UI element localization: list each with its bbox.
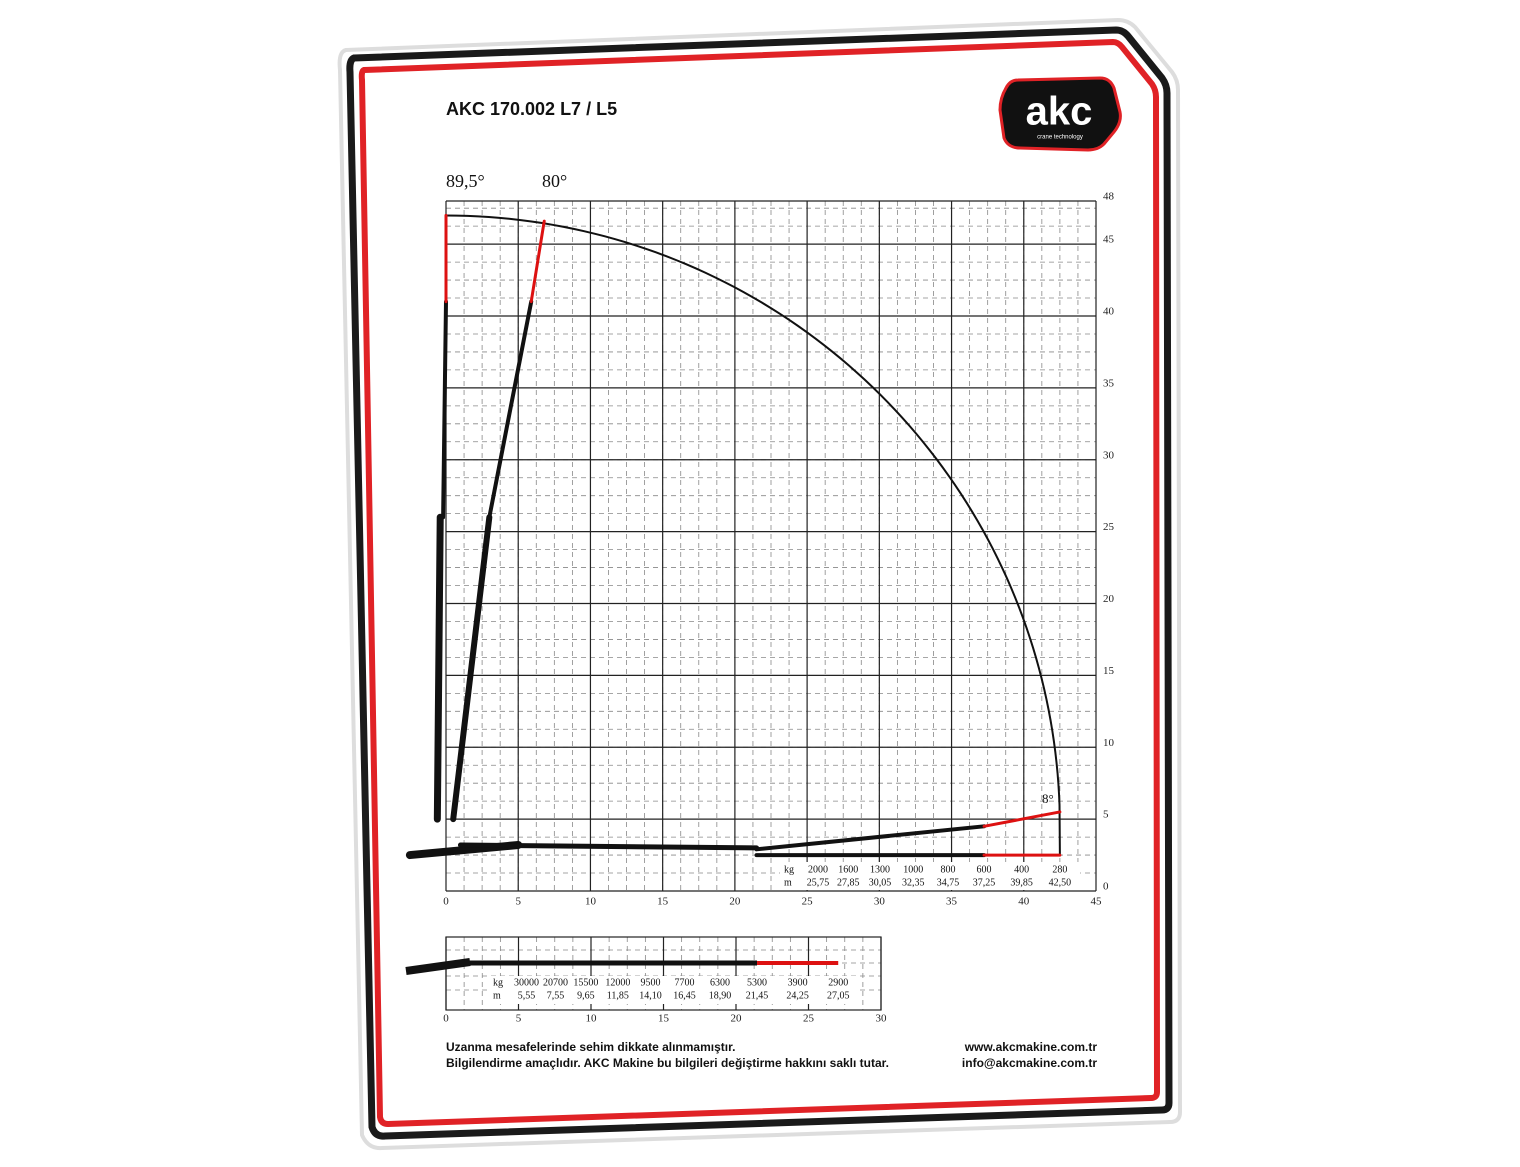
x-tick-label: 30 <box>874 896 886 908</box>
boom <box>529 219 546 304</box>
x-tick-label: 25 <box>802 896 814 908</box>
note: Bilgilendirme amaçlıdır. AKC Makine bu b… <box>446 1056 889 1070</box>
load-kg: 2000 <box>808 864 828 875</box>
load-kg: 3900 <box>788 977 808 988</box>
x-tick-label: 20 <box>729 896 741 908</box>
y-tick-label: 5 <box>1103 809 1109 821</box>
x-tick-label: 10 <box>585 896 597 908</box>
load-m: 7,55 <box>547 990 565 1001</box>
boom <box>433 513 444 823</box>
load-m: 5,55 <box>518 990 536 1001</box>
title: AKC 170.002 L7 / L5 <box>446 99 617 119</box>
load-m: 37,25 <box>973 877 996 888</box>
load-kg: 7700 <box>675 977 695 988</box>
boom <box>487 299 534 520</box>
frame-red <box>358 38 1161 1128</box>
load-m: 21,45 <box>746 990 769 1001</box>
y-tick-label: 10 <box>1103 737 1115 749</box>
load-m: 25,75 <box>807 877 830 888</box>
load-m: 18,90 <box>709 990 732 1001</box>
load-m: 42,50 <box>1049 877 1072 888</box>
angle-label: 89,5° <box>446 171 485 191</box>
y-tick-label: 0 <box>1103 881 1109 893</box>
boom <box>457 842 760 851</box>
load-kg: 20700 <box>543 977 568 988</box>
load-m: 27,85 <box>837 877 860 888</box>
y-tick-label: 48 <box>1103 191 1115 203</box>
load-m: 30,05 <box>869 877 892 888</box>
table-bg <box>780 862 1080 890</box>
reach-envelope <box>445 214 1061 856</box>
note: Uzanma mesafelerinde sehim dikkate alınm… <box>446 1040 735 1054</box>
y-tick-label: 25 <box>1103 521 1115 533</box>
x-tick-label: 35 <box>946 896 958 908</box>
table-head: kg <box>784 864 794 875</box>
x-tick-label: 30 <box>876 1013 888 1025</box>
y-tick-label: 35 <box>1103 377 1115 389</box>
y-tick-label: 30 <box>1103 449 1115 461</box>
load-kg: 5300 <box>747 977 767 988</box>
x-tick-label: 20 <box>731 1013 743 1025</box>
table-head: m <box>784 877 792 888</box>
x-tick-label: 5 <box>515 896 521 908</box>
load-m: 24,25 <box>786 990 809 1001</box>
y-tick-label: 15 <box>1103 665 1115 677</box>
angle-label: 8° <box>1042 791 1054 806</box>
table-bg <box>488 976 858 1004</box>
load-m: 16,45 <box>673 990 696 1001</box>
table-head: kg <box>493 977 503 988</box>
x-tick-label: 25 <box>803 1013 815 1025</box>
load-m: 34,75 <box>937 877 960 888</box>
contact: info@akcmakine.com.tr <box>962 1056 1097 1070</box>
x-tick-label: 15 <box>658 1013 670 1025</box>
table-head: m <box>493 990 501 1001</box>
y-tick-label: 20 <box>1103 593 1115 605</box>
boom <box>450 514 493 823</box>
load-kg: 1600 <box>838 864 858 875</box>
load-kg: 30000 <box>514 977 539 988</box>
load-kg: 6300 <box>710 977 730 988</box>
x-tick-label: 15 <box>657 896 669 908</box>
y-tick-label: 40 <box>1103 306 1115 318</box>
x-tick-label: 10 <box>586 1013 598 1025</box>
boom <box>982 810 1062 828</box>
crane-base <box>405 958 471 975</box>
boom <box>441 299 448 520</box>
load-kg: 15500 <box>573 977 598 988</box>
x-tick-label: 0 <box>443 896 449 908</box>
load-kg: 2900 <box>828 977 848 988</box>
load-m: 14,10 <box>639 990 662 1001</box>
logo-badge <box>998 76 1122 152</box>
logo-text: akc <box>1026 90 1093 134</box>
boom <box>754 824 987 852</box>
x-tick-label: 0 <box>443 1013 449 1025</box>
logo-tagline: crane technology <box>1037 135 1083 141</box>
load-kg: 600 <box>977 864 992 875</box>
load-kg: 9500 <box>640 977 660 988</box>
contact: www.akcmakine.com.tr <box>964 1040 1098 1054</box>
load-kg: 280 <box>1052 864 1067 875</box>
load-m: 11,85 <box>607 990 629 1001</box>
x-tick-label: 45 <box>1091 896 1103 908</box>
load-m: 9,65 <box>577 990 595 1001</box>
load-kg: 1300 <box>870 864 890 875</box>
load-m: 27,05 <box>827 990 850 1001</box>
load-m: 39,85 <box>1010 877 1033 888</box>
load-m: 32,35 <box>902 877 925 888</box>
x-tick-label: 40 <box>1018 896 1030 908</box>
frame-black <box>346 26 1173 1140</box>
load-kg: 400 <box>1014 864 1029 875</box>
logo: akc crane technology <box>998 76 1122 152</box>
load-kg: 800 <box>940 864 955 875</box>
angle-label: 80° <box>542 171 567 191</box>
x-tick-label: 5 <box>516 1013 522 1025</box>
load-kg: 1000 <box>903 864 923 875</box>
load-kg: 12000 <box>605 977 630 988</box>
y-tick-label: 45 <box>1103 234 1115 246</box>
